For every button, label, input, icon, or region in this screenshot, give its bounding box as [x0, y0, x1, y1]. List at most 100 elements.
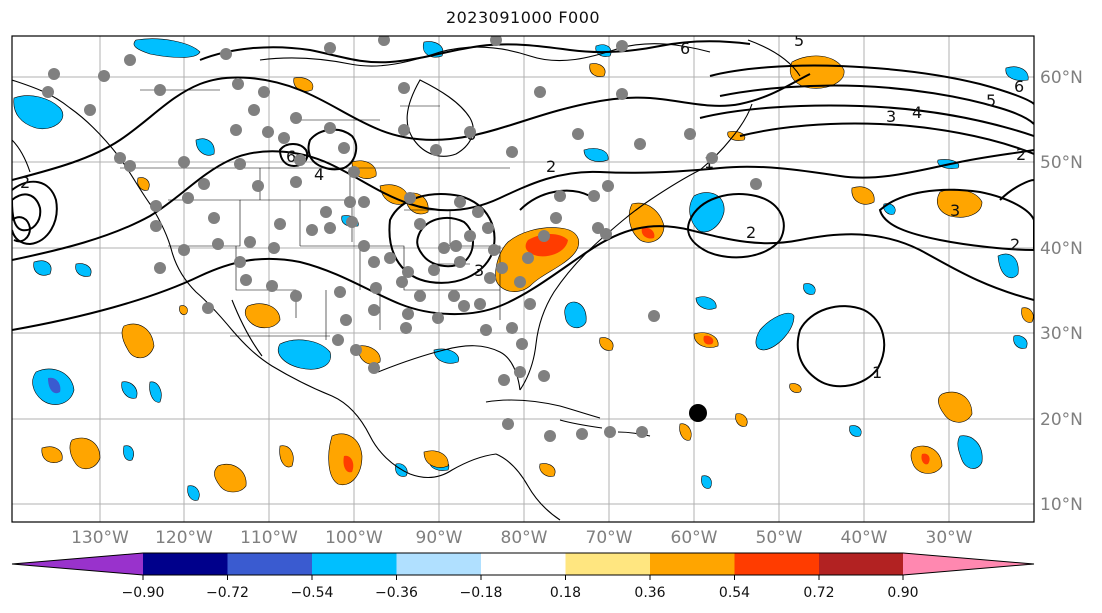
- station-marker: [496, 262, 508, 274]
- station-marker: [432, 312, 444, 324]
- station-marker: [368, 256, 380, 268]
- station-marker: [358, 196, 370, 208]
- station-marker: [464, 126, 476, 138]
- station-markers: [42, 36, 762, 442]
- colorbar: [11, 552, 1035, 576]
- colorbar-label: −0.72: [206, 585, 249, 601]
- station-marker: [554, 190, 566, 202]
- colorbar-bin: [396, 553, 481, 575]
- positive-area: [539, 463, 556, 477]
- negative-area: [278, 339, 331, 370]
- longitude-label: 50°W: [756, 528, 803, 548]
- latitude-label: 40°N: [1040, 239, 1083, 259]
- contour-label: 3: [950, 201, 960, 220]
- negative-area: [123, 445, 134, 461]
- station-marker: [98, 70, 110, 82]
- station-marker: [448, 290, 460, 302]
- map-border: [11, 35, 1035, 523]
- colorbar-label: −0.18: [460, 585, 503, 601]
- station-marker: [634, 138, 646, 150]
- latitude-label: 20°N: [1040, 410, 1083, 430]
- station-marker: [516, 338, 528, 350]
- colorbar-max-extension: [903, 553, 1034, 575]
- negative-area: [997, 253, 1019, 278]
- positive-area: [628, 202, 665, 243]
- negative-area: [133, 38, 201, 58]
- station-marker: [84, 104, 96, 116]
- station-marker: [346, 216, 358, 228]
- station-marker: [616, 40, 628, 52]
- station-marker: [480, 324, 492, 336]
- station-marker: [600, 228, 612, 240]
- positive-area: [921, 453, 930, 465]
- positive-area: [69, 437, 101, 470]
- colorbar-min-extension: [12, 553, 143, 575]
- coastlines: [12, 39, 801, 521]
- colorbar-bin: [734, 553, 819, 575]
- station-marker: [348, 166, 360, 178]
- positive-area: [641, 227, 655, 239]
- station-marker: [266, 280, 278, 292]
- station-marker: [230, 124, 242, 136]
- positive-area: [279, 445, 294, 468]
- contour-label: 3: [474, 261, 484, 280]
- longitude-label: 70°W: [586, 528, 633, 548]
- station-marker: [538, 230, 550, 242]
- negative-area: [701, 475, 712, 489]
- station-marker: [474, 298, 486, 310]
- station-marker: [454, 196, 466, 208]
- negative-area: [1013, 335, 1028, 349]
- positive-area: [41, 446, 63, 463]
- map-title: 2023091000 F000: [445, 8, 601, 27]
- positive-area: [179, 305, 188, 315]
- station-marker: [498, 374, 510, 386]
- station-marker: [332, 334, 344, 346]
- station-marker: [450, 240, 462, 252]
- station-marker: [472, 206, 484, 218]
- latitude-label: 10°N: [1040, 495, 1083, 515]
- colorbar-bin: [481, 553, 566, 575]
- station-marker: [604, 426, 616, 438]
- negative-area: [13, 95, 64, 130]
- longitude-label: 80°W: [501, 528, 548, 548]
- station-marker: [706, 152, 718, 164]
- station-marker: [320, 206, 332, 218]
- station-marker: [182, 192, 194, 204]
- station-marker: [150, 200, 162, 212]
- station-marker: [124, 54, 136, 66]
- contour-label: 5: [986, 91, 996, 110]
- positive-area: [599, 337, 614, 351]
- station-marker: [370, 282, 382, 294]
- positive-area: [1021, 307, 1034, 323]
- negative-area: [849, 425, 862, 437]
- station-marker: [400, 322, 412, 334]
- station-marker: [340, 314, 352, 326]
- colorbar-label: −0.90: [122, 585, 165, 601]
- station-marker: [324, 122, 336, 134]
- station-marker: [534, 86, 546, 98]
- station-marker: [402, 308, 414, 320]
- negative-area: [33, 260, 52, 276]
- positive-area: [789, 383, 802, 393]
- contour-label: 5: [794, 31, 804, 50]
- station-marker: [438, 242, 450, 254]
- colorbar-label: 0.36: [634, 585, 665, 601]
- negative-area: [803, 283, 816, 295]
- colorbar-bin: [650, 553, 735, 575]
- station-marker: [178, 244, 190, 256]
- colorbar-label: 0.72: [803, 585, 834, 601]
- contour-label: 6: [286, 147, 296, 166]
- positive-area: [790, 55, 845, 89]
- station-marker: [506, 322, 518, 334]
- station-marker: [428, 264, 440, 276]
- contour-label: 6: [1014, 77, 1024, 96]
- negative-area: [195, 138, 215, 156]
- station-marker: [458, 300, 470, 312]
- station-marker: [488, 244, 500, 256]
- colorbar-bin: [227, 553, 312, 575]
- negative-area: [883, 203, 896, 215]
- station-marker: [514, 276, 526, 288]
- positive-area: [851, 186, 875, 205]
- longitude-label: 100°W: [325, 528, 383, 548]
- longitude-label: 130°W: [71, 528, 129, 548]
